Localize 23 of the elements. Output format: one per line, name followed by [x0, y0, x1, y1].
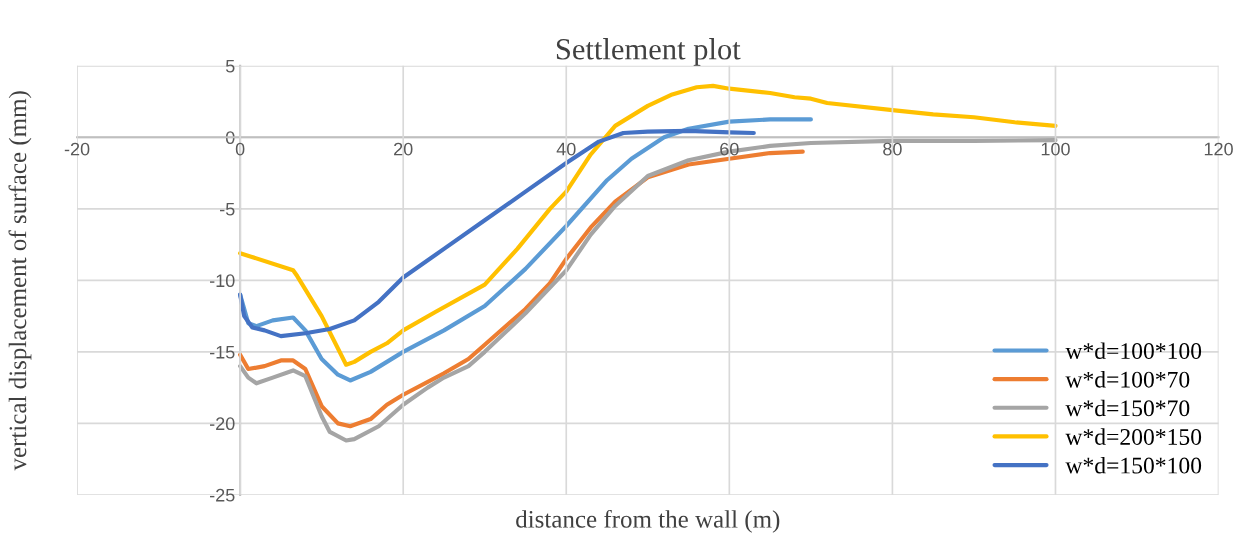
- y-tick-label: -5: [220, 202, 235, 216]
- legend-label: w*d=150*70: [1065, 399, 1190, 417]
- y-tick-label: -20: [209, 417, 235, 431]
- y-tick-label: -25: [209, 488, 235, 502]
- x-tick-label: 80: [883, 142, 902, 156]
- y-tick-label: -10: [209, 274, 235, 288]
- x-tick-label: 0: [235, 142, 245, 156]
- x-tick-label: 120: [1204, 142, 1233, 156]
- legend-label: w*d=150*100: [1065, 456, 1202, 474]
- legend-label: w*d=100*100: [1065, 342, 1202, 359]
- legend-label: w*d=200*150: [1065, 428, 1202, 445]
- x-axis-title: distance from the wall (m): [516, 509, 780, 533]
- x-tick-label: 40: [556, 142, 576, 156]
- line-series: [238, 128, 756, 339]
- legend-label: w*d=100*70: [1065, 371, 1190, 388]
- x-tick-label: -20: [64, 142, 90, 156]
- x-tick-label: 100: [1041, 142, 1070, 156]
- x-tick-label: 60: [720, 142, 739, 156]
- y-tick-label: 5: [225, 59, 235, 73]
- y-axis-title: vertical displacement of surface (mm): [8, 91, 32, 471]
- x-tick-label: 20: [394, 142, 413, 156]
- y-tick-label: -15: [209, 345, 235, 359]
- chart-title: Settlement plot: [556, 38, 741, 66]
